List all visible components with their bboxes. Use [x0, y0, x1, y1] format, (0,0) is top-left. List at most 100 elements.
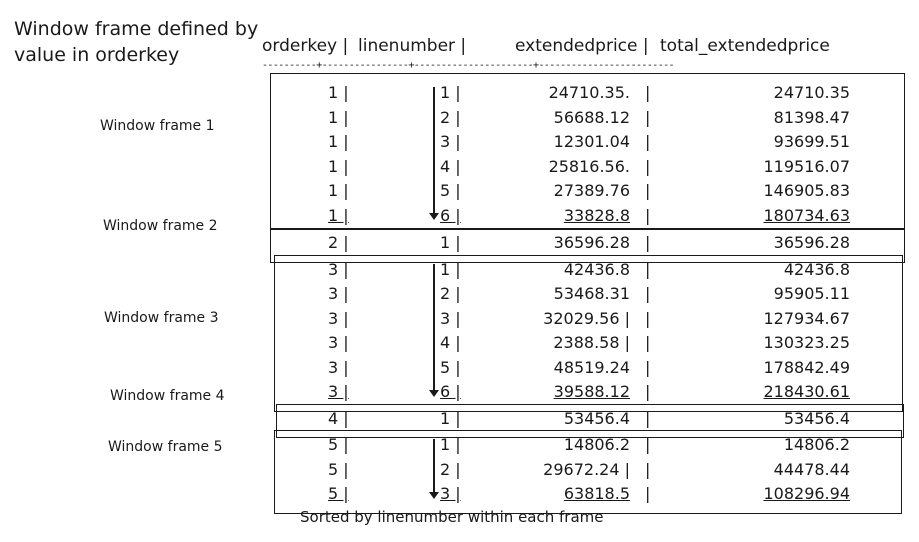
column-divider: |	[645, 382, 651, 401]
cell-orderkey: 2 |	[328, 233, 349, 252]
cell-orderkey: 4 |	[328, 408, 349, 428]
column-divider: |	[645, 435, 651, 454]
column-divider: |	[645, 284, 651, 303]
cell-linenumber: 6 |	[440, 205, 461, 225]
column-divider: |	[645, 484, 651, 503]
column-divider: |	[645, 156, 651, 176]
window-frame-label: Window frame 3	[104, 310, 219, 326]
cell-total-extendedprice: 180734.63	[763, 205, 850, 225]
cell-extendedprice: 25816.56.	[548, 156, 630, 176]
column-divider: |	[645, 408, 651, 428]
header-orderkey: orderkey |	[262, 36, 349, 56]
cell-extendedprice: 12301.04	[553, 132, 630, 151]
column-divider: |	[645, 357, 651, 377]
cell-extendedprice: 24710.35.	[548, 83, 630, 102]
column-divider: |	[645, 83, 651, 102]
cell-extendedprice: 53456.4	[563, 408, 630, 428]
cell-linenumber: 1 |	[440, 259, 461, 279]
cell-total-extendedprice: 146905.83	[763, 181, 850, 200]
window-frame-box	[270, 73, 905, 230]
cell-extendedprice: 32029.56 |	[543, 308, 630, 328]
window-frame-box	[276, 403, 904, 438]
cell-orderkey: 1 |	[328, 205, 349, 225]
cell-orderkey: 1 |	[328, 156, 349, 176]
cell-total-extendedprice: 119516.07	[763, 156, 850, 176]
header-total-extendedprice: total_extendedprice	[660, 36, 830, 56]
cell-orderkey: 3 |	[328, 382, 349, 401]
cell-linenumber: 1 |	[440, 408, 461, 428]
cell-linenumber: 2 |	[440, 107, 461, 127]
column-divider: |	[645, 308, 651, 328]
cell-total-extendedprice: 108296.94	[763, 484, 850, 503]
cell-extendedprice: 36596.28	[553, 233, 630, 252]
diagram-title: Window frame defined by value in orderke…	[14, 18, 259, 66]
cell-orderkey: 5 |	[328, 435, 349, 454]
header-linenumber: linenumber |	[358, 36, 467, 56]
cell-orderkey: 1 |	[328, 107, 349, 127]
cell-extendedprice: 53468.31	[553, 284, 630, 303]
cell-extendedprice: 63818.5	[563, 484, 630, 503]
cell-total-extendedprice: 24710.35	[773, 83, 850, 102]
cell-extendedprice: 56688.12	[553, 107, 630, 127]
cell-linenumber: 1 |	[440, 435, 461, 454]
cell-orderkey: 1 |	[328, 181, 349, 200]
column-divider: |	[645, 259, 651, 279]
header-separator: ----------+----------------+------------…	[262, 60, 675, 71]
cell-total-extendedprice: 178842.49	[763, 357, 850, 377]
cell-linenumber: 2 |	[440, 284, 461, 303]
cell-linenumber: 4 |	[440, 333, 461, 352]
cell-total-extendedprice: 42436.8	[783, 259, 850, 279]
sort-direction-arrow	[430, 87, 438, 220]
cell-extendedprice: 39588.12	[553, 382, 630, 401]
cell-orderkey: 5 |	[328, 484, 349, 503]
cell-linenumber: 1 |	[440, 233, 461, 252]
cell-extendedprice: 29672.24 |	[543, 459, 630, 479]
cell-linenumber: 3 |	[440, 484, 461, 503]
cell-orderkey: 3 |	[328, 259, 349, 279]
footer-caption: Sorted by linenumber within each frame	[300, 508, 604, 526]
cell-orderkey: 3 |	[328, 284, 349, 303]
column-divider: |	[645, 107, 651, 127]
cell-linenumber: 1 |	[440, 83, 461, 102]
column-divider: |	[645, 233, 651, 252]
cell-total-extendedprice: 95905.11	[773, 284, 850, 303]
cell-linenumber: 6 |	[440, 382, 461, 401]
cell-linenumber: 3 |	[440, 132, 461, 151]
cell-orderkey: 5 |	[328, 459, 349, 479]
cell-linenumber: 5 |	[440, 357, 461, 377]
column-divider: |	[645, 181, 651, 200]
cell-linenumber: 4 |	[440, 156, 461, 176]
cell-orderkey: 3 |	[328, 357, 349, 377]
cell-orderkey: 1 |	[328, 83, 349, 102]
cell-orderkey: 3 |	[328, 308, 349, 328]
window-frame-box	[270, 228, 905, 263]
window-frame-label: Window frame 1	[100, 118, 215, 134]
window-frame-label: Window frame 5	[108, 439, 223, 455]
header-extendedprice: extendedprice |	[515, 36, 649, 56]
column-divider: |	[645, 333, 651, 352]
window-frame-box	[274, 254, 903, 412]
cell-linenumber: 5 |	[440, 181, 461, 200]
cell-total-extendedprice: 93699.51	[773, 132, 850, 151]
sort-direction-arrow	[430, 263, 438, 397]
cell-linenumber: 2 |	[440, 459, 461, 479]
window-frame-box	[274, 430, 902, 514]
cell-total-extendedprice: 81398.47	[773, 107, 850, 127]
cell-total-extendedprice: 130323.25	[763, 333, 850, 352]
cell-total-extendedprice: 218430.61	[763, 382, 850, 401]
cell-total-extendedprice: 36596.28	[773, 233, 850, 252]
cell-extendedprice: 42436.8	[563, 259, 630, 279]
cell-extendedprice: 48519.24	[553, 357, 630, 377]
window-frame-label: Window frame 2	[103, 218, 218, 234]
sort-direction-arrow	[430, 439, 438, 498]
cell-orderkey: 3 |	[328, 333, 349, 352]
cell-total-extendedprice: 127934.67	[763, 308, 850, 328]
cell-linenumber: 3 |	[440, 308, 461, 328]
cell-total-extendedprice: 53456.4	[783, 408, 850, 428]
cell-total-extendedprice: 44478.44	[773, 459, 850, 479]
column-divider: |	[645, 132, 651, 151]
column-divider: |	[645, 205, 651, 225]
column-divider: |	[645, 459, 651, 479]
cell-extendedprice: 14806.2	[563, 435, 630, 454]
cell-extendedprice: 27389.76	[553, 181, 630, 200]
